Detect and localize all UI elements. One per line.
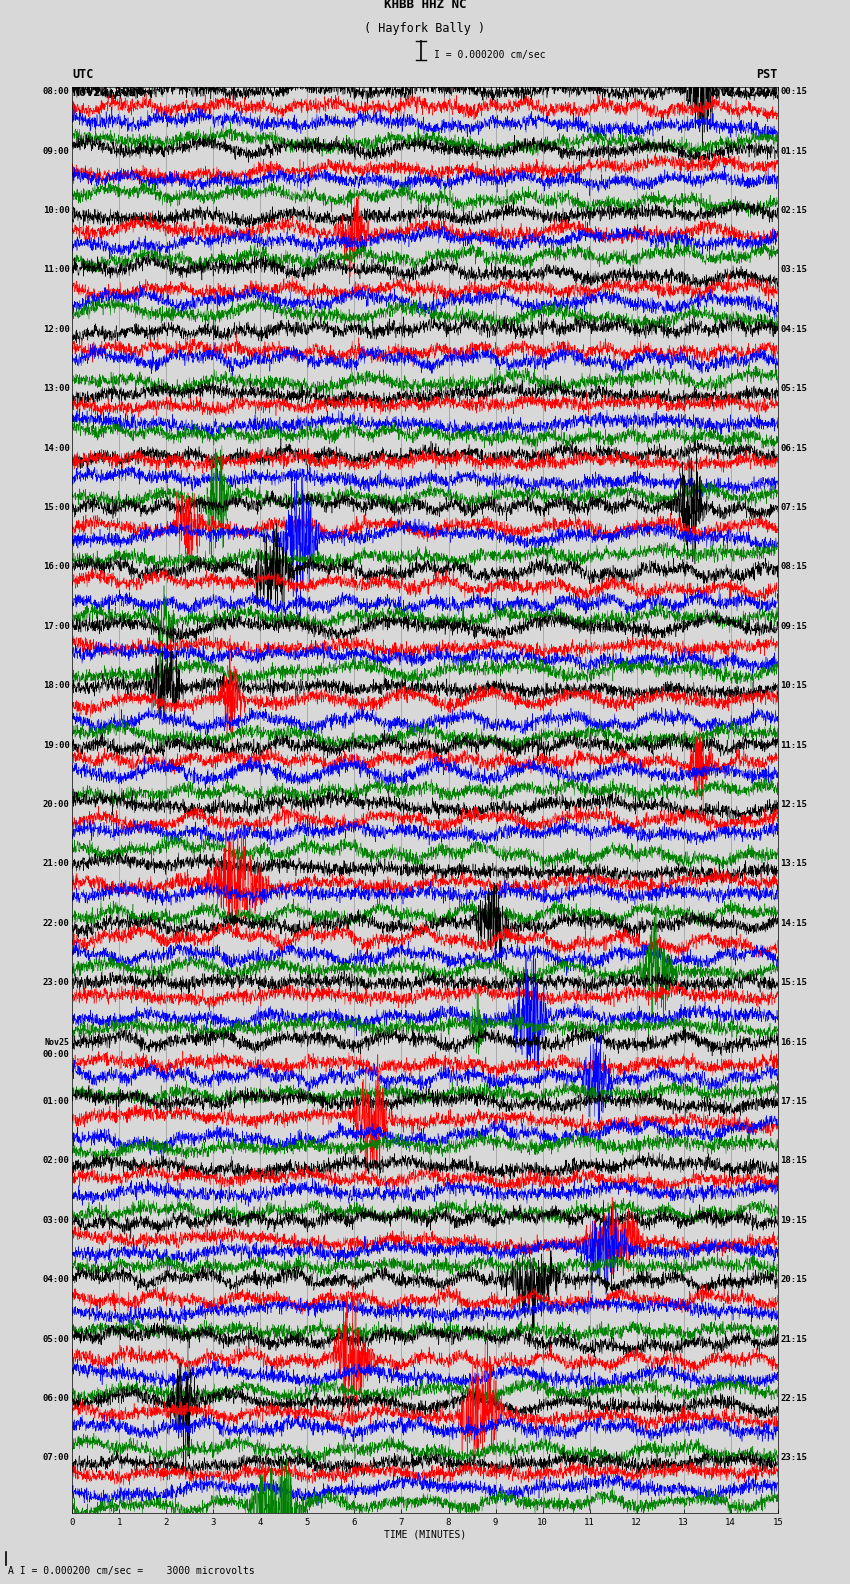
Text: 10:00: 10:00 (42, 206, 70, 215)
Text: ( Hayfork Bally ): ( Hayfork Bally ) (365, 22, 485, 35)
Text: 13:00: 13:00 (42, 385, 70, 393)
Text: 14:15: 14:15 (780, 919, 808, 928)
Text: 13:15: 13:15 (780, 859, 808, 868)
Text: 15:00: 15:00 (42, 504, 70, 512)
Text: PST: PST (756, 68, 778, 81)
Text: 23:00: 23:00 (42, 979, 70, 987)
Text: 11:15: 11:15 (780, 740, 808, 749)
Text: 07:00: 07:00 (42, 1454, 70, 1462)
Text: 02:15: 02:15 (780, 206, 808, 215)
Text: 02:00: 02:00 (42, 1156, 70, 1166)
Text: 20:15: 20:15 (780, 1275, 808, 1285)
Text: 04:00: 04:00 (42, 1275, 70, 1285)
Text: 03:00: 03:00 (42, 1217, 70, 1224)
Text: 22:00: 22:00 (42, 919, 70, 928)
Text: 01:15: 01:15 (780, 146, 808, 155)
Text: KHBB HHZ NC: KHBB HHZ NC (383, 0, 467, 11)
Text: 22:15: 22:15 (780, 1394, 808, 1403)
Text: 17:15: 17:15 (780, 1096, 808, 1106)
Text: Nov25: Nov25 (45, 1038, 70, 1047)
Text: 06:15: 06:15 (780, 444, 808, 453)
Text: 18:15: 18:15 (780, 1156, 808, 1166)
Text: 06:00: 06:00 (42, 1394, 70, 1403)
Text: 08:00: 08:00 (42, 87, 70, 97)
Text: A I = 0.000200 cm/sec =    3000 microvolts: A I = 0.000200 cm/sec = 3000 microvolts (8, 1567, 255, 1576)
Text: 15:15: 15:15 (780, 979, 808, 987)
Text: 23:15: 23:15 (780, 1454, 808, 1462)
Text: 12:00: 12:00 (42, 325, 70, 334)
Text: 00:00: 00:00 (42, 1050, 70, 1060)
Text: 16:00: 16:00 (42, 562, 70, 572)
Text: 10:15: 10:15 (780, 681, 808, 691)
Text: 16:15: 16:15 (780, 1038, 808, 1047)
Text: 07:15: 07:15 (780, 504, 808, 512)
Text: 08:15: 08:15 (780, 562, 808, 572)
Text: 05:00: 05:00 (42, 1334, 70, 1343)
Text: 12:15: 12:15 (780, 800, 808, 809)
Text: 19:00: 19:00 (42, 740, 70, 749)
Text: 19:15: 19:15 (780, 1217, 808, 1224)
Text: 18:00: 18:00 (42, 681, 70, 691)
Text: 09:15: 09:15 (780, 621, 808, 630)
Text: 00:15: 00:15 (780, 87, 808, 97)
Text: 03:15: 03:15 (780, 265, 808, 274)
Text: 05:15: 05:15 (780, 385, 808, 393)
Text: Nov24,2024: Nov24,2024 (706, 86, 778, 98)
Text: 01:00: 01:00 (42, 1096, 70, 1106)
Text: UTC: UTC (72, 68, 94, 81)
Text: 17:00: 17:00 (42, 621, 70, 630)
Text: 21:15: 21:15 (780, 1334, 808, 1343)
Text: 09:00: 09:00 (42, 146, 70, 155)
Text: 04:15: 04:15 (780, 325, 808, 334)
X-axis label: TIME (MINUTES): TIME (MINUTES) (384, 1530, 466, 1540)
Text: 11:00: 11:00 (42, 265, 70, 274)
Text: Nov24,2024: Nov24,2024 (72, 86, 144, 98)
Text: 14:00: 14:00 (42, 444, 70, 453)
Text: I = 0.000200 cm/sec: I = 0.000200 cm/sec (434, 51, 545, 60)
Text: 20:00: 20:00 (42, 800, 70, 809)
Text: 21:00: 21:00 (42, 859, 70, 868)
